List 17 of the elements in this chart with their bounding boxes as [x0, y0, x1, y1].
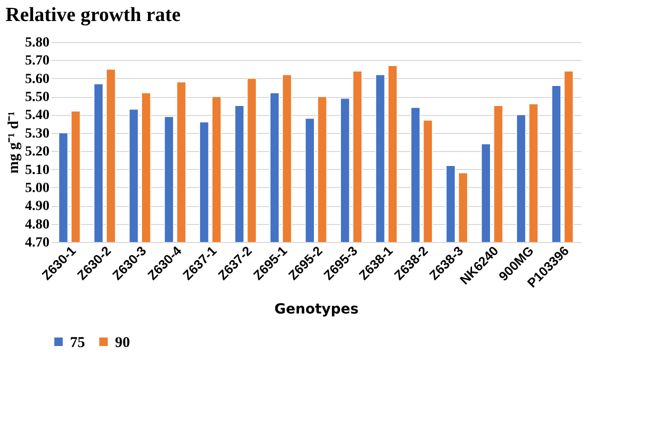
y-tick-label: 5.20	[25, 144, 50, 160]
x-axis-title: Genotypes	[274, 302, 359, 318]
y-tick-label: 4.90	[25, 199, 50, 214]
y-tick-label: 4.70	[25, 236, 50, 250]
chart-title: Relative growth rate	[6, 4, 181, 26]
y-tick-label: 5.80	[25, 36, 50, 50]
y-tick-label: 5.60	[25, 72, 50, 87]
y-tick-label: 5.70	[25, 54, 50, 69]
y-tick-label: 5.40	[25, 108, 50, 124]
legend-label: 90	[115, 334, 130, 351]
y-axis-title: mg g⁻¹ d⁻¹	[6, 111, 22, 174]
legend-label: 75	[70, 334, 85, 351]
y-tick-label: 5.10	[25, 162, 50, 178]
y-tick-label: 5.00	[25, 180, 50, 196]
y-tick-label: 5.50	[25, 90, 50, 106]
y-tick-label: 5.30	[25, 126, 50, 142]
y-tick-label: 4.80	[25, 217, 50, 232]
